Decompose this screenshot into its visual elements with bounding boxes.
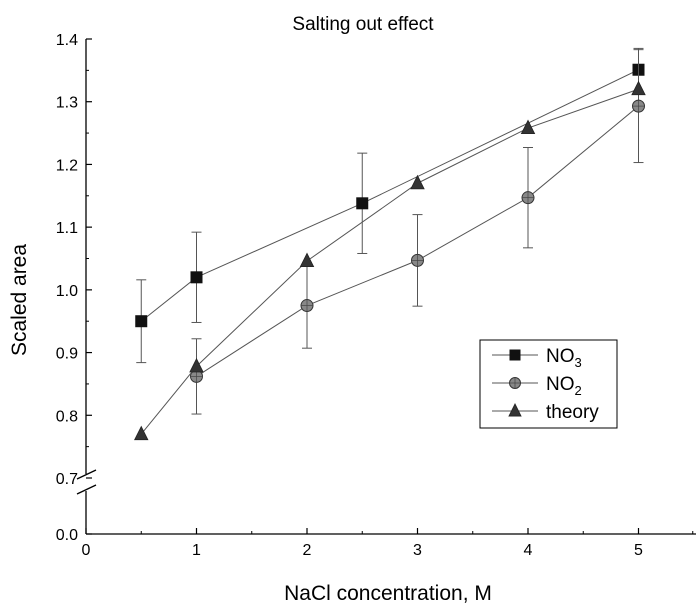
data-point — [632, 99, 645, 113]
x-tick-label: 2 — [303, 542, 312, 559]
y-tick-label: 0.7 — [56, 471, 78, 488]
legend-label: theory — [546, 402, 599, 423]
y-tick-label: 1.3 — [56, 95, 78, 112]
y-tick-label: 1.1 — [56, 220, 78, 237]
series-line — [140, 69, 639, 322]
y-tick-label: 1.4 — [56, 32, 78, 49]
y-axis-title: Scaled area — [8, 244, 31, 356]
x-axis-title: NaCl concentration, M — [284, 582, 492, 604]
data-point — [411, 253, 424, 267]
data-point — [410, 174, 425, 190]
y-tick-label: 1.0 — [56, 283, 78, 300]
series-no2 — [190, 49, 645, 415]
data-point — [356, 197, 369, 210]
series-line — [140, 88, 639, 435]
legend: NO3 NO2 theory — [479, 339, 618, 429]
data-point — [521, 191, 535, 205]
series-theory — [134, 80, 646, 441]
data-point — [134, 425, 149, 441]
series-layer — [134, 47, 646, 441]
legend-marker — [508, 403, 522, 417]
axis-break-mark — [76, 484, 97, 495]
axis-break-mark — [76, 469, 97, 480]
data-point — [190, 271, 203, 284]
axes: 0 1 2 3 4 5 0.0 0.7 0.8 0.9 1.0 1.1 1.2 1.3 1.4 — [56, 32, 696, 559]
legend-label: NO3 — [546, 346, 582, 370]
x-tick-label: 5 — [634, 542, 643, 559]
series-no3 — [135, 47, 645, 364]
x-tick-label: 3 — [413, 542, 422, 559]
legend-marker — [509, 377, 521, 389]
data-point — [189, 357, 204, 373]
legend-marker — [509, 349, 521, 361]
data-point — [135, 315, 148, 328]
y-tick-label: 0.0 — [56, 527, 78, 544]
x-tick-label: 1 — [192, 542, 201, 559]
chart-title: Salting out effect — [292, 14, 434, 35]
y-tick-label: 1.2 — [56, 157, 78, 174]
data-point — [520, 119, 536, 135]
y-tick-label: 0.8 — [56, 408, 78, 425]
x-tick-label: 4 — [524, 542, 533, 559]
data-point — [631, 80, 646, 96]
y-tick-label: 0.9 — [56, 346, 78, 363]
data-point — [300, 299, 314, 313]
x-tick-label: 0 — [82, 542, 91, 559]
data-point — [299, 252, 315, 268]
legend-label: NO2 — [546, 374, 582, 398]
